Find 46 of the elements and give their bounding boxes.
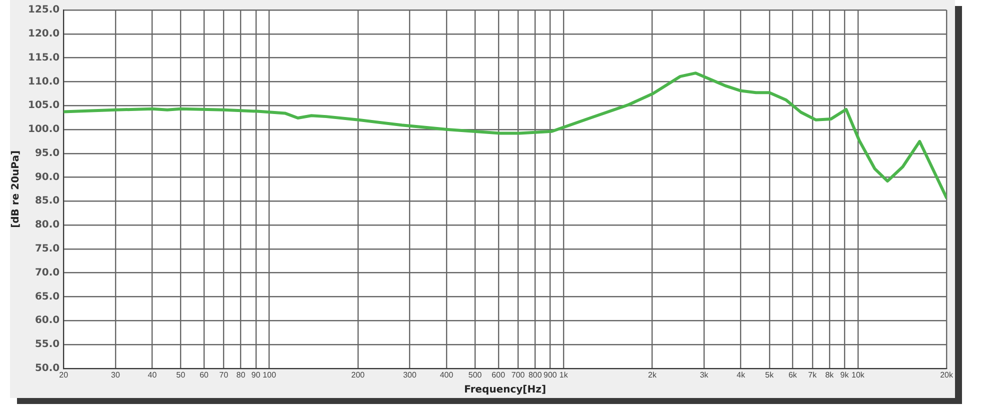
x-tick-label: 6k bbox=[788, 370, 798, 380]
x-tick-label: 500 bbox=[468, 370, 482, 380]
x-tick-label: 600 bbox=[492, 370, 506, 380]
x-tick-label: 7k bbox=[808, 370, 818, 380]
y-tick-label: 75.0 bbox=[34, 244, 60, 255]
x-tick-label: 8k bbox=[825, 370, 835, 380]
x-tick-label: 300 bbox=[403, 370, 417, 380]
y-tick-label: 85.0 bbox=[34, 196, 60, 207]
x-tick-label: 20k bbox=[940, 370, 954, 380]
x-tick-label: 9k bbox=[840, 370, 850, 380]
x-tick-label: 40 bbox=[148, 370, 158, 380]
x-axis-title: Frequency[Hz] bbox=[464, 384, 546, 396]
x-tick-label: 20 bbox=[59, 370, 69, 380]
y-tick-label: 70.0 bbox=[34, 267, 60, 278]
y-tick-label: 100.0 bbox=[28, 124, 60, 136]
y-tick-label: 125.0 bbox=[28, 4, 60, 16]
x-tick-label: 4k bbox=[736, 370, 746, 380]
y-tick-label: 80.0 bbox=[34, 220, 60, 231]
x-tick-label: 80 bbox=[236, 370, 246, 380]
x-tick-label: 100 bbox=[262, 370, 277, 380]
y-tick-label: 95.0 bbox=[34, 148, 60, 159]
x-tick-label: 70 bbox=[219, 370, 229, 380]
x-tick-label: 30 bbox=[111, 370, 120, 380]
x-tick-label: 10k bbox=[852, 370, 866, 380]
x-tick-label: 400 bbox=[440, 370, 454, 380]
y-tick-label: 120.0 bbox=[28, 28, 60, 40]
x-tick-label: 2k bbox=[648, 370, 658, 380]
x-tick-label: 90 bbox=[251, 370, 261, 380]
x-tick-label: 800 bbox=[528, 370, 542, 380]
x-tick-label: 5k bbox=[765, 370, 775, 380]
y-tick-label: 65.0 bbox=[34, 291, 60, 302]
y-tick-label: 105.0 bbox=[28, 100, 60, 112]
y-tick-label: 60.0 bbox=[34, 315, 60, 326]
x-tick-label: 1k bbox=[559, 370, 569, 380]
y-tick-label: 110.0 bbox=[28, 76, 60, 88]
x-tick-label: 700 bbox=[511, 370, 526, 380]
y-tick-label: 55.0 bbox=[34, 339, 60, 350]
y-tick-label: 90.0 bbox=[34, 172, 60, 183]
x-tick-label: 900 bbox=[544, 370, 558, 380]
y-tick-label: 50.0 bbox=[34, 362, 60, 374]
y-axis-title: [dB re 20uPa] bbox=[10, 150, 22, 228]
y-tick-label: 115.0 bbox=[28, 52, 60, 64]
x-tick-label: 60 bbox=[200, 370, 210, 380]
x-tick-label: 50 bbox=[176, 370, 186, 380]
x-tick-label: 3k bbox=[700, 370, 710, 380]
x-tick-label: 200 bbox=[351, 370, 366, 380]
